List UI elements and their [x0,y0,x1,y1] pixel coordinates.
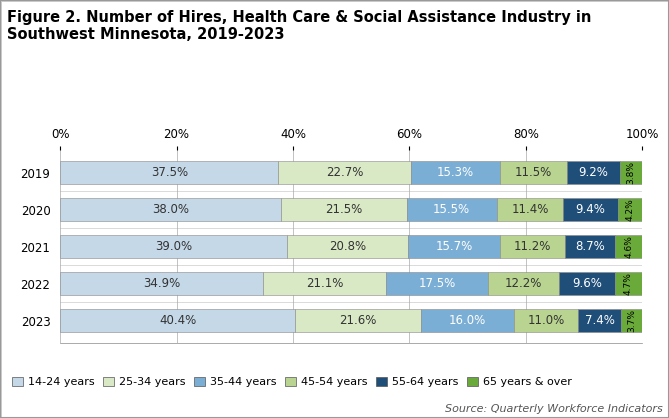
Bar [615,272,642,295]
Text: 4.7%: 4.7% [624,272,633,295]
Bar [282,198,407,221]
Text: 39.0%: 39.0% [155,240,192,253]
Text: 9.4%: 9.4% [575,203,605,216]
Bar [60,235,287,258]
Bar [407,198,496,221]
Bar [565,235,615,258]
Text: 38.0%: 38.0% [153,203,189,216]
Text: 20.8%: 20.8% [329,240,367,253]
Text: 9.2%: 9.2% [579,166,608,179]
Text: 22.7%: 22.7% [326,166,363,179]
Text: 17.5%: 17.5% [418,277,456,290]
Bar [278,161,411,184]
Bar [60,272,264,295]
Text: 9.6%: 9.6% [572,277,602,290]
Bar [620,161,642,184]
Bar [411,161,500,184]
Bar [617,198,642,221]
Bar [60,161,278,184]
Text: Source: Quarterly Workforce Indicators: Source: Quarterly Workforce Indicators [445,404,662,414]
Text: 15.5%: 15.5% [433,203,470,216]
Text: 4.2%: 4.2% [626,198,634,221]
Text: 15.7%: 15.7% [436,240,472,253]
Text: 12.2%: 12.2% [505,277,542,290]
Text: 8.7%: 8.7% [575,240,605,253]
Bar [559,272,615,295]
Bar [496,198,563,221]
Text: 16.0%: 16.0% [449,314,486,327]
Text: 21.6%: 21.6% [340,314,377,327]
Bar [514,309,578,332]
Text: 40.4%: 40.4% [159,314,197,327]
Legend: 14-24 years, 25-34 years, 35-44 years, 45-54 years, 55-64 years, 65 years & over: 14-24 years, 25-34 years, 35-44 years, 4… [12,377,571,387]
Bar [60,198,282,221]
Text: 3.8%: 3.8% [627,161,636,184]
Text: 37.5%: 37.5% [151,166,188,179]
Bar [578,309,622,332]
Text: Figure 2. Number of Hires, Health Care & Social Assistance Industry in: Figure 2. Number of Hires, Health Care &… [7,10,591,25]
Bar [295,309,421,332]
Text: 21.5%: 21.5% [325,203,363,216]
Bar [488,272,559,295]
Text: 34.9%: 34.9% [143,277,181,290]
Bar [563,198,617,221]
Bar [500,161,567,184]
Bar [567,161,620,184]
Text: Southwest Minnesota, 2019-2023: Southwest Minnesota, 2019-2023 [7,27,284,42]
Text: 11.2%: 11.2% [514,240,551,253]
Text: 4.6%: 4.6% [624,235,634,258]
Text: 7.4%: 7.4% [585,314,615,327]
Text: 11.5%: 11.5% [514,166,552,179]
Bar [421,309,514,332]
Bar [264,272,386,295]
Bar [622,309,643,332]
Text: 11.0%: 11.0% [528,314,565,327]
Bar [500,235,565,258]
Text: 21.1%: 21.1% [306,277,343,290]
Text: 11.4%: 11.4% [511,203,549,216]
Bar [615,235,642,258]
Bar [60,309,295,332]
Text: 3.7%: 3.7% [628,309,637,332]
Bar [287,235,408,258]
Bar [386,272,488,295]
Bar [408,235,500,258]
Text: 15.3%: 15.3% [437,166,474,179]
